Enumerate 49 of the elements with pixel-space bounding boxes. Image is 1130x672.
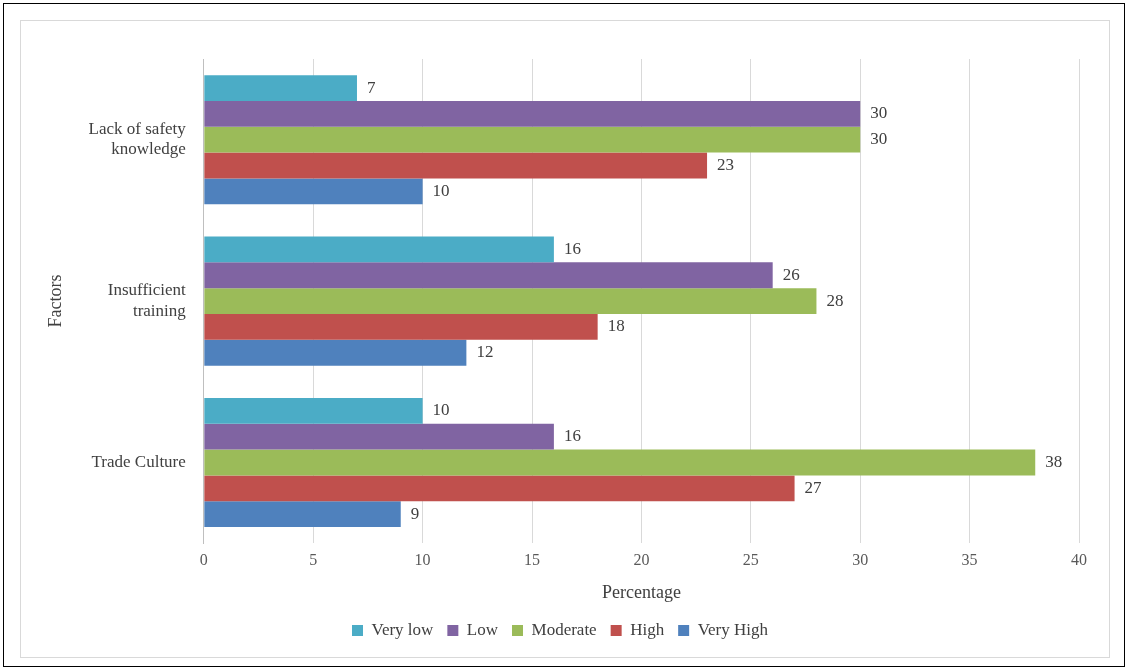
bar [204,339,467,366]
data-label: 9 [410,503,420,523]
data-label: 28 [826,290,844,310]
bar [204,236,554,263]
x-tick-label: 20 [633,551,650,568]
x-tick-label: 30 [852,551,869,568]
data-label: 16 [563,426,581,446]
y-tick-label: Trade Culture [91,451,186,471]
x-axis-title: Percentage [601,581,681,602]
bar [204,100,861,127]
x-tick-label: 35 [961,551,978,568]
x-tick-label: 0 [199,551,208,568]
bar [204,262,773,289]
bar [204,178,423,205]
bar [204,126,861,153]
y-axis-title: Factors [44,274,65,328]
x-tick-label: 40 [1071,551,1087,568]
bar [204,75,357,101]
y-tick-label: Lack of safety knowledge [88,118,187,159]
data-label: 18 [607,316,625,336]
bar [204,314,598,340]
bar [204,397,423,424]
data-label: 12 [476,342,494,362]
bar [204,152,708,179]
data-label: 16 [563,238,581,258]
bar [204,449,1036,476]
x-tick-label: 5 [309,551,318,568]
data-label: 10 [432,400,450,420]
data-label: 30 [870,129,888,149]
y-tick-label: Insufficient training [107,280,187,320]
bar [204,288,817,315]
legend-label: High [630,619,665,639]
legend-label: Low [466,619,499,639]
x-tick-label: 10 [414,551,431,568]
data-label: 7 [366,77,376,97]
x-tick-label: 15 [524,551,541,568]
legend-label: Moderate [531,619,597,639]
bar [204,501,401,528]
data-label: 10 [432,180,450,200]
data-label: 23 [717,154,735,174]
legend-label: Very low [371,619,435,639]
legend-label: Very High [697,619,769,639]
bar [204,475,795,502]
data-label: 27 [804,477,823,497]
bar [204,423,554,450]
data-label: 26 [782,264,800,284]
x-tick-label: 25 [742,551,759,568]
data-label: 38 [1045,451,1063,471]
data-label: 30 [870,103,888,123]
